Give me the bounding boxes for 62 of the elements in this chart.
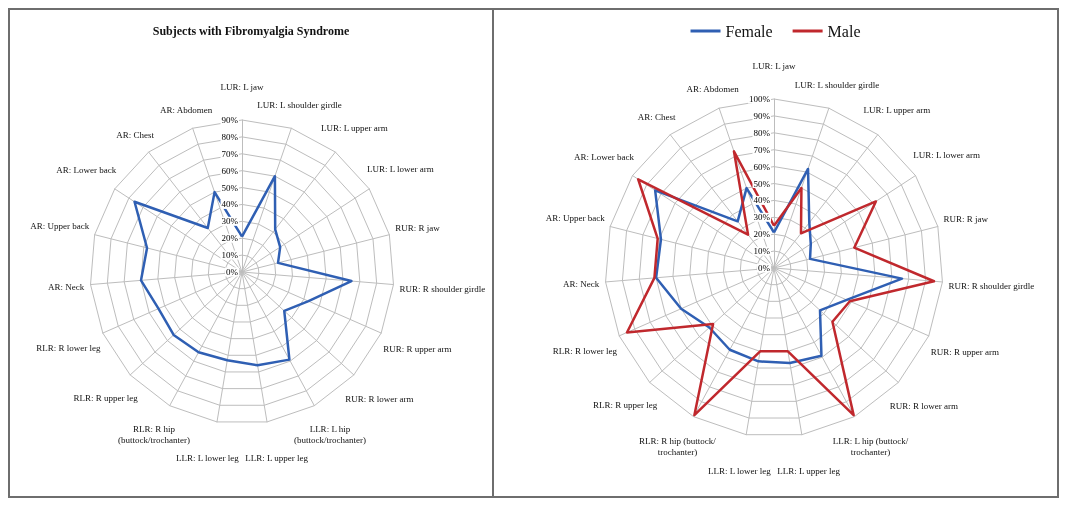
y-tick-label: 100% [749,94,771,104]
spoke-label: LUR: L upper arm [320,122,388,133]
spoke-label: AR: Lower back [573,151,635,162]
spoke-label: RUR: R lower arm [345,393,414,404]
spoke-label: LLR: L hip (buttock/ trochanter) [832,435,909,457]
legend-label: Female [725,22,773,40]
y-tick-label: 40% [221,199,239,210]
spoke-label: RLR: R hip (buttock/ trochanter) [639,435,717,457]
spoke-label: AR: Upper back [30,220,90,231]
y-tick-label: 90% [221,115,239,125]
spoke-label: LLR: L upper leg [777,466,841,476]
y-tick-label: 60% [221,165,239,176]
spoke-label: RUR: R jaw [395,222,441,233]
y-tick-label: 20% [221,233,239,244]
y-tick-label: 20% [753,229,771,240]
spoke-label: LUR: L shoulder girdle [257,99,342,110]
spoke-label: RLR: R upper leg [73,392,139,403]
y-tick-label: 60% [753,161,771,172]
legend-label: Male [827,22,861,40]
spoke-label: RUR: R upper arm [383,343,452,354]
spoke-label: LLR: L hip (buttock/trochanter) [293,424,366,446]
spoke-label: LUR: L lower arm [366,163,434,174]
spoke-label: LLR: L lower leg [175,453,240,463]
spoke-label: RUR: R shoulder girdle [948,281,1035,292]
y-tick-label: 70% [753,144,771,155]
spoke-label: RLR: R hip (buttock/trochanter) [118,424,191,446]
spoke-label: AR: Chest [116,129,155,140]
y-tick-label: 30% [221,216,239,227]
y-tick-label: 40% [753,195,771,206]
y-tick-label: 80% [753,127,771,138]
y-tick-label: 50% [221,182,239,193]
spoke-label: RUR: R shoulder girdle [399,283,486,294]
y-tick-label: 70% [221,148,239,159]
spoke-label: RUR: R jaw [943,214,989,225]
y-tick-label: 80% [221,131,239,142]
spoke-label: AR: Lower back [56,165,117,176]
spoke-label: AR: Chest [637,112,677,123]
chart-title: Subjects with Fibromyalgia Syndrome [152,24,350,38]
spoke-label: LUR: L shoulder girdle [794,79,880,90]
spoke-label: LLR: L upper leg [245,453,309,463]
y-tick-label: 50% [753,178,771,189]
spoke-label: RLR: R lower leg [552,346,618,356]
y-tick-label: 0% [226,267,239,277]
spoke-label: RLR: R upper leg [593,400,658,411]
spoke-label: AR: Abdomen [160,104,213,115]
y-tick-label: 30% [753,212,771,223]
spoke-label: RLR: R lower leg [36,343,101,354]
spoke-label: LUR: L upper arm [863,105,931,116]
spoke-label: LLR: L lower leg [707,466,772,476]
spoke-label: RUR: R lower arm [889,401,959,412]
spoke-label: LUR: L lower arm [913,150,981,161]
spoke-label: RUR: R upper arm [930,346,1000,357]
y-tick-label: 90% [753,110,771,121]
y-tick-label: 10% [753,246,771,257]
spoke-label: AR: Neck [47,281,85,292]
spoke-label: AR: Abdomen [686,84,740,95]
y-tick-label: 0% [758,263,771,273]
spoke-label: LUR: L jaw [220,81,265,92]
y-tick-label: 10% [221,250,239,261]
spoke-label: LUR: L jaw [752,60,797,71]
spoke-label: AR: Neck [563,278,600,289]
spoke-label: AR: Upper back [545,212,606,223]
